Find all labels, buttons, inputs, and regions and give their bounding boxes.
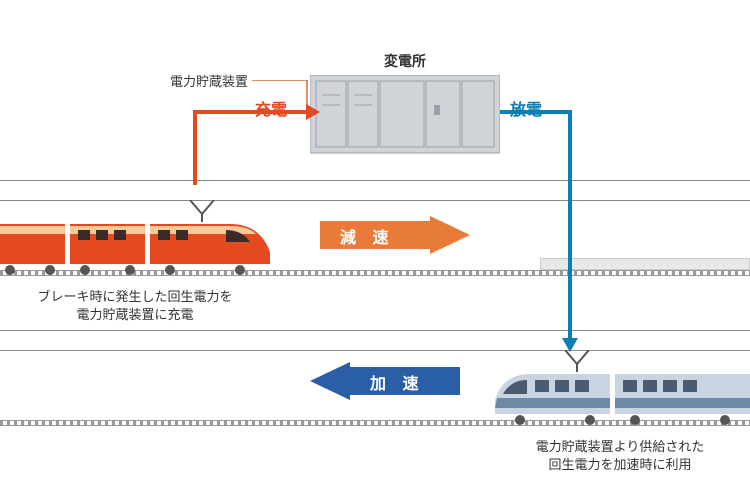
decel-arrow-label: 減 速 — [340, 224, 394, 248]
train-blue-caption: 電力貯蔵装置より供給された 回生電力を加速時に利用 — [510, 438, 730, 474]
caption-line: 回生電力を加速時に利用 — [548, 457, 691, 472]
caption-line: ブレーキ時に発生した回生電力を — [37, 289, 232, 304]
accel-arrow-label: 加 速 — [370, 370, 424, 394]
caption-line: 電力貯蔵装置に充電 — [76, 307, 193, 322]
train-orange-caption: ブレーキ時に発生した回生電力を 電力貯蔵装置に充電 — [15, 288, 255, 324]
train-blue — [495, 350, 750, 430]
discharge-label: 放電 — [510, 96, 542, 120]
train-orange — [0, 200, 280, 280]
caption-line: 電力貯蔵装置より供給された — [536, 439, 705, 454]
